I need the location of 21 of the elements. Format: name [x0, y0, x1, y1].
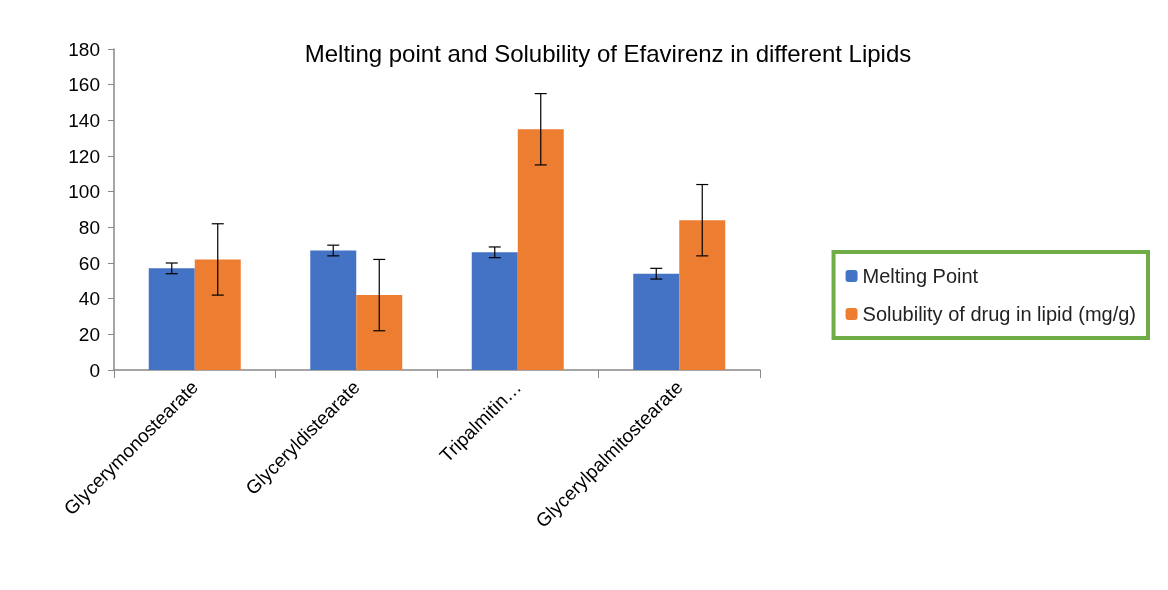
y-tick-label: 120 — [68, 145, 100, 167]
y-tick-label: 60 — [78, 252, 100, 274]
y-tick-label: 160 — [68, 74, 100, 96]
bar — [517, 129, 564, 370]
bar — [471, 252, 518, 370]
y-tick-label: 20 — [78, 323, 100, 345]
y-tick-label: 140 — [68, 109, 100, 131]
y-tick-label: 0 — [89, 359, 100, 381]
legend-label: Solubility of drug in lipid (mg/g) — [862, 303, 1137, 325]
chart-title: Melting point and Solubility of Efavirenz in different Lipids — [304, 39, 912, 67]
y-tick-label: 100 — [68, 181, 100, 203]
bar — [148, 268, 195, 370]
y-tick-label: 80 — [78, 216, 100, 238]
legend-label: Melting Point — [862, 265, 979, 287]
y-tick-label: 180 — [68, 38, 100, 60]
bar — [194, 259, 241, 370]
bar — [356, 295, 403, 370]
bar — [679, 220, 726, 370]
bar — [310, 250, 357, 370]
bar — [633, 273, 680, 370]
y-tick-label: 40 — [78, 288, 100, 310]
